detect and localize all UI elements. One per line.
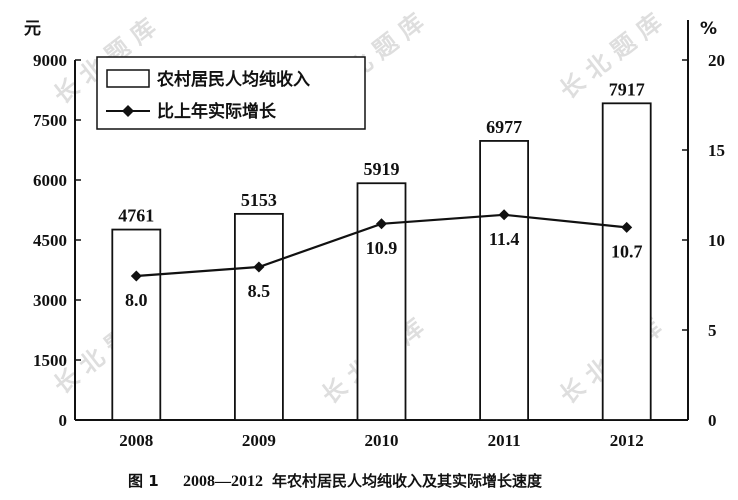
line-series: 8.0 8.5 10.9 11.4 10.7: [125, 209, 642, 310]
x-tick-label: 2010: [365, 431, 399, 450]
growth-value-label: 10.9: [366, 238, 398, 258]
bar: [233, 212, 284, 421]
left-tick-label: 7500: [33, 111, 67, 130]
left-axis-ticks: 0 1500 3000 4500 6000 7500 9000: [33, 51, 81, 430]
left-tick-label: 1500: [33, 351, 67, 370]
left-tick-label: 4500: [33, 231, 67, 250]
left-tick-label: 6000: [33, 171, 67, 190]
bar: [111, 228, 162, 421]
legend-bar-label: 农村居民人均纯收入: [156, 69, 310, 90]
right-axis-unit: %: [700, 19, 717, 39]
growth-point: [130, 270, 142, 282]
legend: 农村居民人均纯收入 比上年实际增长: [96, 56, 366, 130]
bar: [601, 102, 652, 421]
x-axis-ticks: 2008 2009 2010 2011 2012: [119, 431, 643, 450]
legend-line-label: 比上年实际增长: [157, 101, 277, 122]
growth-point: [621, 221, 633, 233]
right-tick-label: 20: [708, 51, 725, 70]
left-tick-label: 3000: [33, 291, 67, 310]
caption-label: 图 1: [128, 472, 159, 490]
growth-point: [498, 209, 510, 221]
bar-value-label: 4761: [118, 206, 154, 226]
right-axis-ticks: 0 5 10 15 20: [682, 51, 725, 430]
right-tick-label: 15: [708, 141, 725, 160]
legend-bar-swatch: [106, 69, 150, 88]
bar-value-label: 5919: [364, 159, 400, 179]
bar: [479, 140, 530, 421]
legend-box: [96, 56, 366, 130]
legend-marker-swatch: [122, 105, 134, 117]
growth-value-label: 10.7: [611, 241, 643, 261]
left-tick-label: 0: [59, 411, 68, 430]
x-tick-label: 2008: [119, 431, 153, 450]
growth-value-label: 11.4: [489, 229, 520, 249]
bar-value-label: 5153: [241, 190, 277, 210]
bar-value-label: 7917: [609, 79, 645, 99]
x-tick-label: 2011: [488, 431, 521, 450]
x-tick-label: 2012: [610, 431, 644, 450]
growth-value-label: 8.0: [125, 290, 148, 310]
right-tick-label: 5: [708, 321, 717, 340]
left-axis-unit: 元: [24, 19, 41, 39]
growth-point: [376, 218, 387, 230]
right-tick-label: 0: [708, 411, 717, 430]
caption-text: 年农村居民人均纯收入及其实际增长速度: [272, 472, 543, 490]
caption-years: 2008—2012: [183, 473, 263, 490]
bar-value-label: 6977: [486, 117, 522, 137]
left-tick-label: 9000: [33, 51, 67, 70]
x-tick-label: 2009: [242, 431, 276, 450]
growth-point: [253, 261, 265, 273]
growth-value-label: 8.5: [248, 281, 271, 301]
right-tick-label: 10: [708, 231, 725, 250]
figure-caption: 图 1 2008—2012 年农村居民人均纯收入及其实际增长速度: [128, 472, 543, 490]
